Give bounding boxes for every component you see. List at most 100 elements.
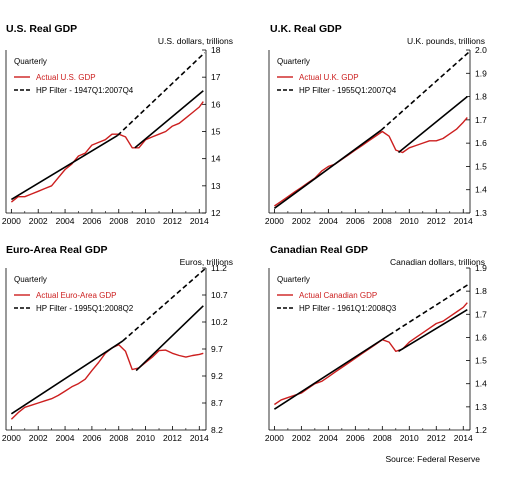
canada-x-tick-label: 2010 <box>400 433 419 443</box>
euro-hp-trend-line-3 <box>135 305 204 372</box>
uk-y-tick-label: 1.8 <box>475 92 487 102</box>
euro-y-tick-label: 11.2 <box>211 263 227 273</box>
us-x-tick-label: 2008 <box>109 216 128 226</box>
euro-chart-title: Euro-Area Real GDP <box>6 244 108 256</box>
us-hp-trend-line-1 <box>10 134 118 201</box>
euro-y-tick-label: 10.7 <box>211 290 228 300</box>
us-y-tick-label: 12 <box>211 208 221 218</box>
us-chart-title: U.S. Real GDP <box>6 23 77 35</box>
euro-gdp-panel: Euro-Area Real GDP Euros, trillions 2000 20… <box>2 244 233 443</box>
euro-x-tick-label: 2010 <box>136 433 155 443</box>
uk-y-tick-label: 1.9 <box>475 68 487 78</box>
us-legend-label-1: HP Filter - 1947Q1:2007Q4 <box>36 86 134 95</box>
uk-x-tick-label: 2004 <box>319 216 338 226</box>
canada-hp-trend-line-3 <box>398 309 468 352</box>
canada-y-tick-label: 1.8 <box>475 286 487 296</box>
canada-gdp-panel: Canadian Real GDP Canadian dollars, trill… <box>265 244 487 443</box>
uk-hp-trend-line-3 <box>397 95 468 154</box>
euro-y-tick-label: 10.2 <box>211 317 228 327</box>
us-x-tick-label: 2010 <box>136 216 155 226</box>
canada-x-tick-label: 2006 <box>346 433 365 443</box>
euro-x-tick-label: 2008 <box>109 433 128 443</box>
euro-y-tick-label: 9.2 <box>211 371 223 381</box>
euro-x-tick-label: 2000 <box>2 433 21 443</box>
uk-x-tick-label: 2006 <box>346 216 365 226</box>
us-actual-gdp-line-0 <box>10 101 204 203</box>
canada-hp-trend-line-1 <box>273 334 390 410</box>
uk-legend-label-0: Actual U.K. GDP <box>299 73 359 82</box>
uk-gdp-panel: U.K. Real GDP U.K. pounds, trillions 2000 2… <box>265 23 487 226</box>
euro-unit-label: Euros, trillions <box>180 257 233 267</box>
euro-x-tick-label: 2014 <box>190 433 209 443</box>
uk-x-tick-label: 2012 <box>427 216 446 226</box>
canada-y-tick-label: 1.7 <box>475 309 487 319</box>
uk-legend-label-1: HP Filter - 1955Q1:2007Q4 <box>299 86 397 95</box>
canada-x-tick-label: 2002 <box>292 433 311 443</box>
canada-chart-title: Canadian Real GDP <box>270 244 368 256</box>
canada-y-tick-label: 1.9 <box>475 263 487 273</box>
canada-unit-label: Canadian dollars, trillions <box>390 257 485 267</box>
us-y-tick-label: 16 <box>211 99 221 109</box>
euro-y-tick-label: 9.7 <box>211 344 223 354</box>
us-y-tick-label: 13 <box>211 181 221 191</box>
us-y-tick-label: 15 <box>211 127 221 137</box>
uk-y-tick-label: 1.3 <box>475 208 487 218</box>
canada-y-tick-label: 1.3 <box>475 402 487 412</box>
canada-x-tick-label: 2004 <box>319 433 338 443</box>
us-x-tick-label: 2012 <box>163 216 182 226</box>
uk-hp-trend-line-1 <box>273 129 382 209</box>
euro-y-tick-label: 8.2 <box>211 425 223 435</box>
us-hp-trend-dashed-line-2 <box>116 52 206 137</box>
uk-x-tick-label: 2000 <box>265 216 284 226</box>
uk-actual-gdp-line-0 <box>274 117 468 207</box>
canada-x-tick-label: 2000 <box>265 433 284 443</box>
us-y-tick-label: 18 <box>211 45 221 55</box>
us-hp-trend-line-3 <box>134 90 204 149</box>
canada-y-tick-label: 1.6 <box>475 332 487 342</box>
canada-legend-label-1: HP Filter - 1961Q1:2008Q3 <box>299 304 397 313</box>
euro-hp-trend-dashed-line-2 <box>122 268 206 342</box>
canada-y-tick-label: 1.4 <box>475 379 487 389</box>
us-y-tick-label: 14 <box>211 154 221 164</box>
euro-x-tick-label: 2004 <box>56 433 75 443</box>
us-gdp-panel: U.S. Real GDP U.S. dollars, trillions 2000… <box>2 23 233 226</box>
uk-chart-title: U.K. Real GDP <box>270 23 342 35</box>
uk-x-tick-label: 2008 <box>373 216 392 226</box>
uk-y-tick-label: 1.4 <box>475 185 487 195</box>
canada-x-tick-label: 2012 <box>427 433 446 443</box>
us-frequency-label: Quarterly <box>14 57 47 66</box>
uk-hp-trend-dashed-line-2 <box>380 51 470 131</box>
us-x-tick-label: 2006 <box>82 216 101 226</box>
canada-y-tick-label: 1.5 <box>475 356 487 366</box>
euro-actual-gdp-line-0 <box>10 344 204 420</box>
uk-y-tick-label: 2.0 <box>475 45 487 55</box>
canada-hp-trend-dashed-line-2 <box>388 283 470 336</box>
canada-frequency-label: Quarterly <box>277 275 310 284</box>
canada-legend-label-0: Actual Canadian GDP <box>299 291 377 300</box>
us-unit-label: U.S. dollars, trillions <box>158 36 233 46</box>
canada-x-tick-label: 2014 <box>454 433 473 443</box>
euro-frequency-label: Quarterly <box>14 275 47 284</box>
uk-x-tick-label: 2014 <box>454 216 473 226</box>
canada-y-tick-label: 1.2 <box>475 425 487 435</box>
us-legend-label-0: Actual U.S. GDP <box>36 73 96 82</box>
euro-hp-trend-line-1 <box>10 340 124 415</box>
euro-x-tick-label: 2006 <box>82 433 101 443</box>
euro-legend-label-0: Actual Euro-Area GDP <box>36 291 116 300</box>
uk-y-tick-label: 1.6 <box>475 138 487 148</box>
uk-y-tick-label: 1.7 <box>475 115 487 125</box>
uk-y-tick-label: 1.5 <box>475 161 487 171</box>
euro-x-tick-label: 2002 <box>29 433 48 443</box>
uk-frequency-label: Quarterly <box>277 57 310 66</box>
us-x-tick-label: 2002 <box>29 216 48 226</box>
source-note: Source: Federal Reserve <box>386 454 481 464</box>
uk-unit-label: U.K. pounds, trillions <box>407 36 485 46</box>
us-y-tick-label: 17 <box>211 72 221 82</box>
us-x-tick-label: 2000 <box>2 216 21 226</box>
uk-x-tick-label: 2010 <box>400 216 419 226</box>
uk-x-tick-label: 2002 <box>292 216 311 226</box>
euro-legend-label-1: HP Filter - 1995Q1:2008Q2 <box>36 304 134 313</box>
us-x-tick-label: 2014 <box>190 216 209 226</box>
us-x-tick-label: 2004 <box>56 216 75 226</box>
